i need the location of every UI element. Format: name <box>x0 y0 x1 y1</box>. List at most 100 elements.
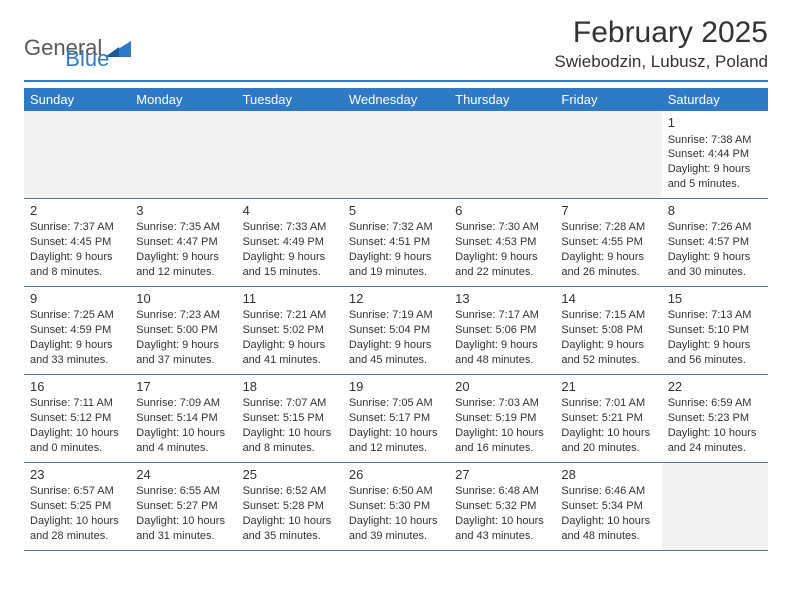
daylight-text: Daylight: 9 hours and 26 minutes. <box>561 250 655 280</box>
daylight-text: Daylight: 10 hours and 39 minutes. <box>349 514 443 544</box>
daylight-text: Daylight: 9 hours and 48 minutes. <box>455 338 549 368</box>
sunrise-text: Sunrise: 7:25 AM <box>30 308 124 323</box>
logo: General Blue <box>24 16 109 72</box>
daylight-text: Daylight: 10 hours and 12 minutes. <box>349 426 443 456</box>
sunset-text: Sunset: 5:08 PM <box>561 323 655 338</box>
sunset-text: Sunset: 5:19 PM <box>455 411 549 426</box>
day-number: 22 <box>668 378 762 396</box>
sunrise-text: Sunrise: 7:01 AM <box>561 396 655 411</box>
day-cell: 19Sunrise: 7:05 AMSunset: 5:17 PMDayligh… <box>343 375 449 462</box>
sunset-text: Sunset: 4:45 PM <box>30 235 124 250</box>
day-cell: 3Sunrise: 7:35 AMSunset: 4:47 PMDaylight… <box>130 199 236 286</box>
header-divider <box>24 80 768 82</box>
daylight-text: Daylight: 10 hours and 48 minutes. <box>561 514 655 544</box>
sunset-text: Sunset: 5:06 PM <box>455 323 549 338</box>
day-cell: 14Sunrise: 7:15 AMSunset: 5:08 PMDayligh… <box>555 287 661 374</box>
sunrise-text: Sunrise: 7:11 AM <box>30 396 124 411</box>
day-cell <box>24 111 130 198</box>
day-number: 28 <box>561 466 655 484</box>
day-number: 5 <box>349 202 443 220</box>
daylight-text: Daylight: 9 hours and 19 minutes. <box>349 250 443 280</box>
day-cell: 5Sunrise: 7:32 AMSunset: 4:51 PMDaylight… <box>343 199 449 286</box>
daylight-text: Daylight: 9 hours and 12 minutes. <box>136 250 230 280</box>
day-number: 27 <box>455 466 549 484</box>
day-header-cell: Wednesday <box>343 88 449 111</box>
daylight-text: Daylight: 10 hours and 4 minutes. <box>136 426 230 456</box>
day-cell: 9Sunrise: 7:25 AMSunset: 4:59 PMDaylight… <box>24 287 130 374</box>
daylight-text: Daylight: 9 hours and 37 minutes. <box>136 338 230 368</box>
sunset-text: Sunset: 4:53 PM <box>455 235 549 250</box>
daylight-text: Daylight: 9 hours and 30 minutes. <box>668 250 762 280</box>
day-number: 7 <box>561 202 655 220</box>
sunrise-text: Sunrise: 7:07 AM <box>243 396 337 411</box>
day-cell: 21Sunrise: 7:01 AMSunset: 5:21 PMDayligh… <box>555 375 661 462</box>
week-row: 9Sunrise: 7:25 AMSunset: 4:59 PMDaylight… <box>24 287 768 375</box>
sunset-text: Sunset: 4:51 PM <box>349 235 443 250</box>
day-number: 26 <box>349 466 443 484</box>
sunset-text: Sunset: 5:23 PM <box>668 411 762 426</box>
sunrise-text: Sunrise: 7:38 AM <box>668 133 762 148</box>
sunset-text: Sunset: 5:32 PM <box>455 499 549 514</box>
sunrise-text: Sunrise: 6:57 AM <box>30 484 124 499</box>
daylight-text: Daylight: 9 hours and 22 minutes. <box>455 250 549 280</box>
day-cell: 28Sunrise: 6:46 AMSunset: 5:34 PMDayligh… <box>555 463 661 550</box>
day-header-cell: Thursday <box>449 88 555 111</box>
sunset-text: Sunset: 5:02 PM <box>243 323 337 338</box>
daylight-text: Daylight: 10 hours and 35 minutes. <box>243 514 337 544</box>
title-block: February 2025 Swiebodzin, Lubusz, Poland <box>554 16 768 72</box>
day-cell: 8Sunrise: 7:26 AMSunset: 4:57 PMDaylight… <box>662 199 768 286</box>
day-cell: 22Sunrise: 6:59 AMSunset: 5:23 PMDayligh… <box>662 375 768 462</box>
day-number: 25 <box>243 466 337 484</box>
day-number: 23 <box>30 466 124 484</box>
day-number: 20 <box>455 378 549 396</box>
daylight-text: Daylight: 9 hours and 15 minutes. <box>243 250 337 280</box>
daylight-text: Daylight: 9 hours and 33 minutes. <box>30 338 124 368</box>
day-cell <box>662 463 768 550</box>
sunset-text: Sunset: 5:10 PM <box>668 323 762 338</box>
day-cell: 27Sunrise: 6:48 AMSunset: 5:32 PMDayligh… <box>449 463 555 550</box>
daylight-text: Daylight: 9 hours and 5 minutes. <box>668 162 762 192</box>
sunrise-text: Sunrise: 7:37 AM <box>30 220 124 235</box>
sunrise-text: Sunrise: 7:35 AM <box>136 220 230 235</box>
day-number: 12 <box>349 290 443 308</box>
sunset-text: Sunset: 5:14 PM <box>136 411 230 426</box>
location-text: Swiebodzin, Lubusz, Poland <box>554 52 768 72</box>
sunset-text: Sunset: 5:17 PM <box>349 411 443 426</box>
daylight-text: Daylight: 10 hours and 43 minutes. <box>455 514 549 544</box>
day-cell: 25Sunrise: 6:52 AMSunset: 5:28 PMDayligh… <box>237 463 343 550</box>
sunset-text: Sunset: 5:25 PM <box>30 499 124 514</box>
day-cell: 6Sunrise: 7:30 AMSunset: 4:53 PMDaylight… <box>449 199 555 286</box>
day-cell <box>130 111 236 198</box>
day-number: 1 <box>668 114 762 132</box>
sunrise-text: Sunrise: 6:48 AM <box>455 484 549 499</box>
sunrise-text: Sunrise: 7:19 AM <box>349 308 443 323</box>
sunrise-text: Sunrise: 6:59 AM <box>668 396 762 411</box>
day-cell: 26Sunrise: 6:50 AMSunset: 5:30 PMDayligh… <box>343 463 449 550</box>
daylight-text: Daylight: 9 hours and 56 minutes. <box>668 338 762 368</box>
sunrise-text: Sunrise: 7:26 AM <box>668 220 762 235</box>
sunrise-text: Sunrise: 6:50 AM <box>349 484 443 499</box>
sunrise-text: Sunrise: 7:23 AM <box>136 308 230 323</box>
day-cell: 18Sunrise: 7:07 AMSunset: 5:15 PMDayligh… <box>237 375 343 462</box>
sunset-text: Sunset: 4:57 PM <box>668 235 762 250</box>
day-number: 2 <box>30 202 124 220</box>
day-number: 14 <box>561 290 655 308</box>
day-number: 10 <box>136 290 230 308</box>
day-number: 19 <box>349 378 443 396</box>
day-cell: 15Sunrise: 7:13 AMSunset: 5:10 PMDayligh… <box>662 287 768 374</box>
daylight-text: Daylight: 10 hours and 28 minutes. <box>30 514 124 544</box>
sunrise-text: Sunrise: 7:13 AM <box>668 308 762 323</box>
day-cell: 16Sunrise: 7:11 AMSunset: 5:12 PMDayligh… <box>24 375 130 462</box>
sunrise-text: Sunrise: 6:55 AM <box>136 484 230 499</box>
day-cell <box>237 111 343 198</box>
day-number: 24 <box>136 466 230 484</box>
sunset-text: Sunset: 4:49 PM <box>243 235 337 250</box>
sunset-text: Sunset: 4:59 PM <box>30 323 124 338</box>
sunrise-text: Sunrise: 7:21 AM <box>243 308 337 323</box>
day-cell: 23Sunrise: 6:57 AMSunset: 5:25 PMDayligh… <box>24 463 130 550</box>
day-cell: 1Sunrise: 7:38 AMSunset: 4:44 PMDaylight… <box>662 111 768 198</box>
sunrise-text: Sunrise: 7:17 AM <box>455 308 549 323</box>
day-cell: 11Sunrise: 7:21 AMSunset: 5:02 PMDayligh… <box>237 287 343 374</box>
daylight-text: Daylight: 10 hours and 24 minutes. <box>668 426 762 456</box>
day-number: 15 <box>668 290 762 308</box>
